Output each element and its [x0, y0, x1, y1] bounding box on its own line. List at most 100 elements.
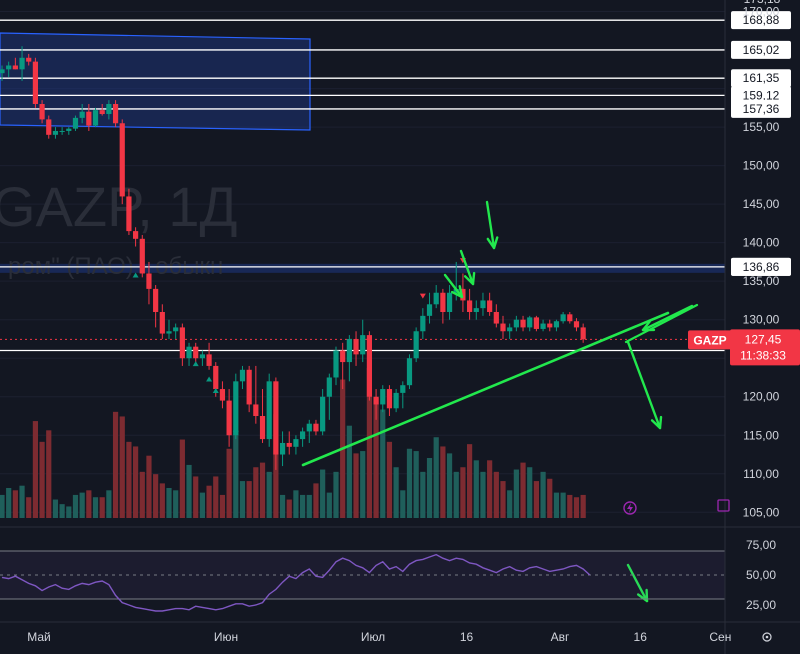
current-price-badge: 127,45 11:38:33 — [730, 329, 800, 366]
candle-body — [112, 104, 119, 124]
candle-body — [460, 288, 466, 301]
volume-bar — [72, 494, 79, 518]
candle-body — [193, 346, 199, 359]
volume-bar — [333, 471, 339, 518]
flash-icon-bolt — [627, 503, 633, 513]
volume-bar — [219, 494, 226, 518]
price-tick: 173,18 — [744, 0, 781, 6]
volume-bar — [79, 492, 85, 518]
candle — [333, 346, 339, 386]
volume-bar — [413, 451, 419, 518]
volume-bar — [420, 471, 426, 518]
candle-body — [313, 423, 319, 432]
drawn-annotations — [301, 200, 699, 603]
rsi-arrow — [626, 563, 649, 603]
volume-bar — [540, 471, 546, 518]
volume-bar — [500, 481, 506, 518]
candle-body — [320, 396, 326, 432]
ticker-badge-text: GAZP — [693, 333, 726, 347]
volume-bar — [520, 462, 526, 518]
settings-icon[interactable] — [762, 632, 772, 642]
volume-bar — [146, 455, 152, 518]
volume-bar — [360, 451, 366, 518]
level-label: 165,02 — [731, 40, 791, 59]
candle — [126, 188, 132, 235]
candle-body — [213, 365, 219, 390]
volume-bar — [46, 430, 52, 518]
candle-body — [253, 404, 259, 416]
volume-bar — [119, 416, 125, 518]
candle-body — [179, 327, 185, 359]
support-trendline-extension — [624, 303, 699, 344]
candle — [239, 365, 246, 390]
level-label-text: 136,86 — [743, 260, 780, 274]
event-icon[interactable] — [717, 499, 730, 512]
level-label: 161,35 — [731, 69, 791, 88]
candle-body — [6, 65, 12, 70]
candle-body — [413, 331, 419, 359]
candle-body — [286, 442, 292, 447]
volume-bar — [320, 469, 326, 518]
volume-bar — [580, 494, 586, 518]
candle-body — [119, 123, 125, 197]
candle-body — [533, 317, 539, 329]
candle-body — [520, 319, 526, 328]
volume-bar — [246, 481, 252, 518]
candle — [6, 61, 12, 78]
candle-body — [433, 292, 439, 305]
volume-bar — [213, 476, 219, 518]
time-label: 16 — [634, 630, 648, 644]
candle-body — [373, 396, 379, 405]
candle-body — [386, 389, 393, 409]
candle — [560, 312, 566, 324]
candle-body — [66, 128, 72, 131]
level-label-box — [731, 86, 791, 105]
candle-body — [12, 65, 18, 70]
candle — [520, 315, 526, 332]
candle — [527, 315, 533, 332]
candle — [92, 107, 99, 128]
candle — [59, 127, 65, 135]
level-label-text: 165,02 — [743, 43, 780, 57]
volume-bar — [400, 490, 406, 518]
candle — [279, 431, 286, 467]
candle-body — [226, 400, 232, 436]
candle — [66, 127, 72, 135]
volume-bar — [112, 411, 119, 518]
candle-body — [560, 314, 566, 322]
candle-body — [406, 358, 413, 386]
candle — [426, 292, 433, 324]
candle — [413, 327, 419, 363]
arrow-head — [650, 415, 663, 430]
arrow-head — [636, 588, 649, 603]
volume-bar — [507, 490, 513, 518]
volume-bar — [0, 494, 5, 518]
arrow-shaft — [443, 273, 464, 299]
candle — [513, 315, 519, 332]
volume-bar — [106, 490, 112, 518]
volume-bar — [313, 483, 319, 518]
level-label: 157,36 — [731, 99, 791, 118]
volume-bar — [193, 476, 199, 518]
candle-body — [507, 327, 513, 332]
candle-body — [527, 317, 533, 328]
rsi-pane — [0, 526, 800, 612]
candle-body — [493, 312, 499, 324]
annotation-arrow — [485, 200, 499, 250]
candle-body — [580, 327, 586, 340]
candle — [219, 381, 226, 409]
buy-signal-marker — [232, 426, 239, 432]
candle — [493, 304, 499, 328]
sell-signal-marker — [419, 293, 426, 299]
volume-bar — [353, 453, 359, 518]
candle — [446, 285, 453, 320]
candle — [460, 273, 466, 312]
candle — [133, 227, 139, 247]
arrow-head — [463, 271, 476, 286]
candle-body — [360, 335, 366, 355]
volume-bar — [366, 368, 372, 518]
level-label-text: 168,88 — [743, 13, 780, 27]
candle — [32, 57, 38, 108]
flash-icon-ring — [623, 501, 637, 515]
